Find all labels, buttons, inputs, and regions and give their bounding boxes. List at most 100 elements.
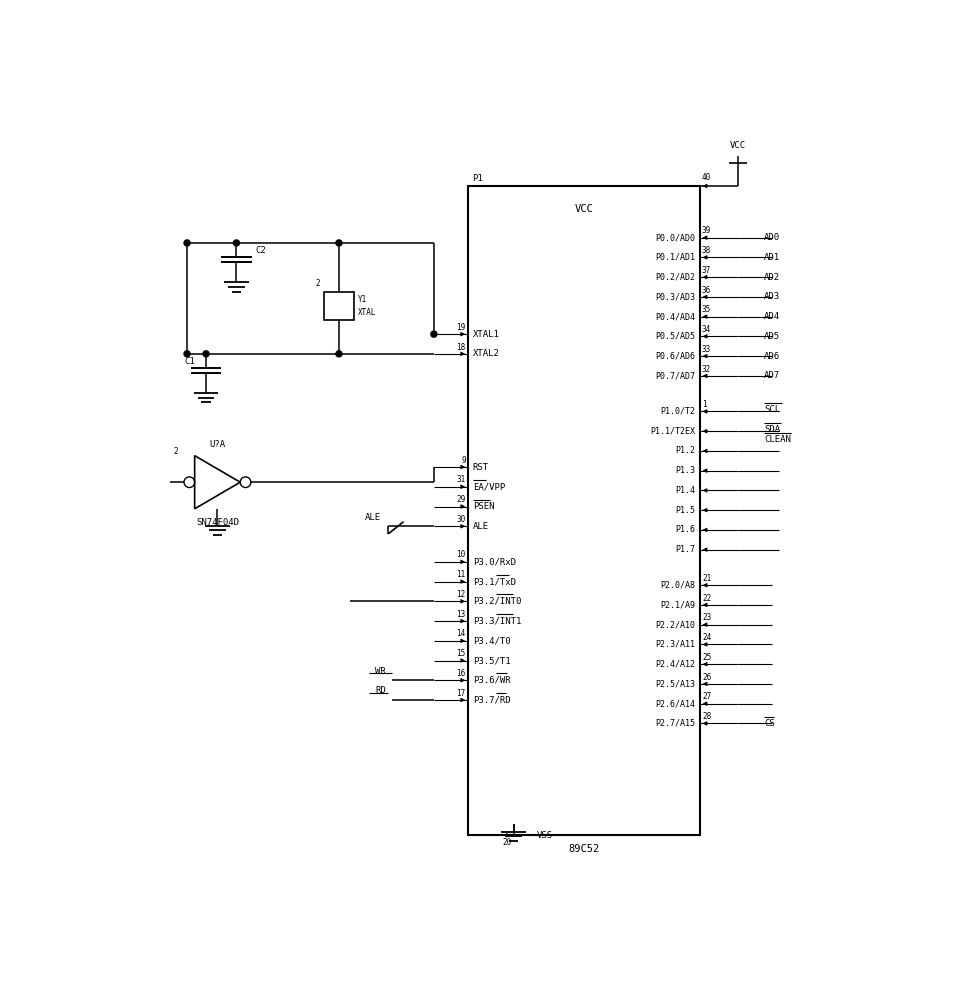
Text: 22: 22 (702, 594, 711, 603)
Text: P2.1/A9: P2.1/A9 (661, 600, 695, 609)
Text: 25: 25 (702, 653, 711, 662)
Text: P2.4/A12: P2.4/A12 (656, 660, 695, 669)
Text: 38: 38 (702, 246, 711, 255)
Text: P2.2/A10: P2.2/A10 (656, 620, 695, 629)
Text: 14: 14 (457, 629, 465, 638)
Text: 13: 13 (457, 610, 465, 619)
Text: 39: 39 (702, 226, 711, 235)
Text: 32: 32 (702, 365, 711, 374)
Text: P0.7/AD7: P0.7/AD7 (656, 371, 695, 380)
Text: AD1: AD1 (764, 253, 780, 262)
Bar (323, 292, 354, 320)
Text: SCL: SCL (764, 405, 780, 414)
Text: P0.5/AD5: P0.5/AD5 (656, 332, 695, 341)
Text: SN74F04D: SN74F04D (196, 518, 239, 527)
Text: 21: 21 (702, 574, 711, 583)
Text: P2.7/A15: P2.7/A15 (656, 719, 695, 728)
Text: ALE: ALE (366, 513, 381, 522)
Text: SDA: SDA (764, 425, 780, 434)
Text: AD6: AD6 (764, 352, 780, 361)
Text: 18: 18 (457, 343, 465, 352)
Text: 34: 34 (702, 325, 711, 334)
Text: 23: 23 (702, 613, 711, 622)
Text: P1.3: P1.3 (675, 466, 695, 475)
Circle shape (203, 351, 209, 357)
Text: 12: 12 (457, 590, 465, 599)
Text: XTAL: XTAL (358, 308, 376, 317)
Circle shape (431, 331, 437, 337)
Text: P3.1/TxD: P3.1/TxD (472, 577, 515, 586)
Text: P0.0/AD0: P0.0/AD0 (656, 233, 695, 242)
Text: P1: P1 (472, 174, 482, 183)
Text: P2.3/A11: P2.3/A11 (656, 640, 695, 649)
Text: P3.6/WR: P3.6/WR (472, 676, 511, 685)
Text: P0.1/AD1: P0.1/AD1 (656, 253, 695, 262)
Text: WR: WR (375, 667, 386, 676)
Text: 33: 33 (702, 345, 711, 354)
Text: AD3: AD3 (764, 292, 780, 301)
Text: C1: C1 (185, 357, 196, 366)
Text: P3.5/T1: P3.5/T1 (472, 656, 511, 665)
Text: 26: 26 (702, 673, 711, 682)
Text: P3.7/RD: P3.7/RD (472, 696, 511, 705)
Text: AD5: AD5 (764, 332, 780, 341)
Text: P3.2/INT0: P3.2/INT0 (472, 597, 521, 606)
Text: P0.2/AD2: P0.2/AD2 (656, 273, 695, 282)
Text: XTAL2: XTAL2 (472, 349, 500, 358)
Text: 30: 30 (457, 515, 465, 524)
Text: CS: CS (764, 719, 775, 728)
Text: 29: 29 (457, 495, 465, 504)
Text: RST: RST (472, 463, 489, 472)
Text: AD2: AD2 (764, 273, 780, 282)
Text: 1: 1 (702, 400, 707, 409)
Text: 16: 16 (457, 669, 465, 678)
Text: 2: 2 (173, 447, 178, 456)
Text: PSEN: PSEN (472, 502, 494, 511)
Text: P0.3/AD3: P0.3/AD3 (656, 292, 695, 301)
Text: AD0: AD0 (764, 233, 780, 242)
Text: CLEAN: CLEAN (764, 435, 791, 444)
Text: 89C52: 89C52 (568, 844, 600, 854)
Text: AD4: AD4 (764, 312, 780, 321)
Text: 17: 17 (457, 689, 465, 698)
Text: P3.3/INT1: P3.3/INT1 (472, 617, 521, 626)
Circle shape (336, 240, 342, 246)
Text: 31: 31 (457, 475, 465, 484)
Text: 40: 40 (702, 173, 711, 182)
Text: P1.7: P1.7 (675, 545, 695, 554)
Text: P1.5: P1.5 (675, 506, 695, 515)
Circle shape (233, 240, 239, 246)
Text: P2.6/A14: P2.6/A14 (656, 699, 695, 708)
Text: AD7: AD7 (764, 371, 780, 380)
Text: P1.2: P1.2 (675, 446, 695, 455)
Text: VCC: VCC (574, 204, 593, 214)
Text: 27: 27 (702, 692, 711, 701)
Circle shape (184, 351, 190, 357)
Text: P1.6: P1.6 (675, 525, 695, 534)
Text: 10: 10 (457, 550, 465, 559)
Bar (468, 186, 700, 835)
Circle shape (336, 351, 342, 357)
Text: P0.4/AD4: P0.4/AD4 (656, 312, 695, 321)
Text: U?A: U?A (210, 440, 225, 449)
Text: P3.4/T0: P3.4/T0 (472, 636, 511, 645)
Circle shape (184, 240, 190, 246)
Text: 15: 15 (457, 649, 465, 658)
Text: 36: 36 (702, 286, 711, 295)
Text: P1.0/T2: P1.0/T2 (661, 407, 695, 416)
Text: EA/VPP: EA/VPP (472, 482, 505, 491)
Text: 37: 37 (702, 266, 711, 275)
Text: ALE: ALE (472, 522, 489, 531)
Text: 35: 35 (702, 305, 711, 314)
Text: 28: 28 (702, 712, 711, 721)
Text: 2: 2 (316, 279, 319, 288)
Text: P3.0/RxD: P3.0/RxD (472, 557, 515, 566)
Text: P1.1/T2EX: P1.1/T2EX (650, 427, 695, 436)
Text: C2: C2 (256, 246, 267, 255)
Text: XTAL1: XTAL1 (472, 330, 500, 339)
Text: VCC: VCC (730, 141, 746, 150)
Text: P0.6/AD6: P0.6/AD6 (656, 352, 695, 361)
Text: 19: 19 (457, 323, 465, 332)
Text: P2.0/A8: P2.0/A8 (661, 581, 695, 590)
Text: RD: RD (375, 686, 386, 695)
